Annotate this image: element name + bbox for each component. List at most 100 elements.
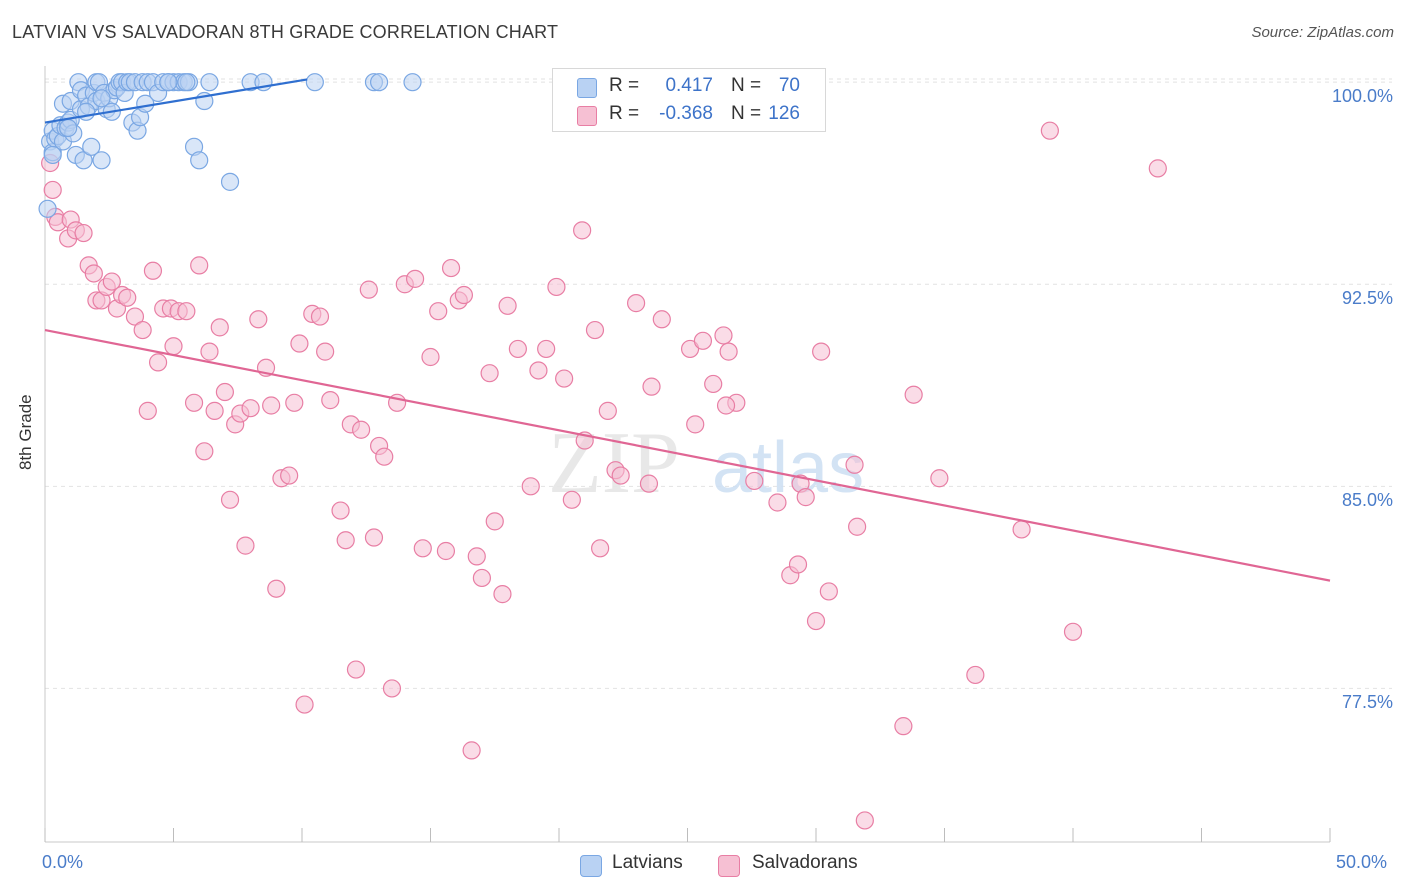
salvadoran-point (454, 285, 474, 305)
salvadoran-point (285, 393, 304, 412)
salvadoran-point (382, 679, 402, 698)
salvadoran-point (184, 393, 204, 412)
salvadoran-point (405, 269, 425, 288)
x-tick-label: 50.0% (1336, 852, 1388, 872)
salvadoran-point (966, 665, 985, 685)
salvadoran-point (429, 302, 448, 321)
salvadoran-point (210, 318, 229, 337)
salvadoran-point (716, 396, 736, 415)
salvadoran-point (133, 320, 152, 340)
legend-r-label: R = (609, 75, 640, 96)
chart-title: LATVIAN VS SALVADORAN 8TH GRADE CORRELAT… (12, 22, 559, 42)
y-axis-title: 8th Grade (16, 394, 35, 470)
salvadoran-point (855, 811, 874, 830)
salvadoran-point (521, 477, 540, 496)
latvian-point (200, 73, 219, 92)
salvadoran-point (421, 347, 440, 367)
legend-n-label: N = (731, 103, 762, 124)
salvadoran-point (316, 342, 335, 361)
legend-n-value: 70 (778, 75, 800, 96)
y-tick-label: 92.5% (1341, 288, 1393, 309)
salvadoran-point (436, 541, 456, 561)
salvadoran-point (812, 342, 831, 361)
watermark: ZIP atlas (548, 415, 864, 512)
bottom-legend-swatch-salvadorans (718, 855, 740, 877)
salvadoran-point (788, 555, 808, 574)
salvadoran-point (1012, 520, 1031, 539)
salvadoran-point (84, 264, 103, 283)
salvadoran-point (894, 717, 913, 736)
legend-r-label: R = (609, 103, 640, 124)
salvadoran-point (467, 547, 486, 566)
source-label: Source: ZipAtlas.com (1251, 24, 1394, 41)
salvadoran-point (485, 512, 504, 531)
latvians-points (38, 73, 422, 218)
salvadoran-point (508, 339, 527, 359)
salvadoran-point (611, 466, 630, 485)
salvadoran-point (177, 302, 196, 321)
salvadoran-point (138, 401, 157, 420)
legend-swatch-latvians (577, 78, 597, 98)
salvadoran-point (295, 695, 314, 714)
salvadoran-point (241, 399, 260, 418)
salvadoran-point (364, 528, 384, 547)
salvadoran-point (562, 490, 581, 509)
x-tick-label: 0.0% (42, 852, 84, 872)
salvadoran-point (125, 307, 145, 326)
legend-row-salvadorans: R = -0.368 N = 126 (553, 103, 825, 129)
salvadoran-point (537, 339, 556, 359)
latvian-point (43, 145, 62, 165)
latvian-point (177, 73, 196, 92)
latvian-point (59, 118, 78, 138)
salvadoran-point (693, 331, 713, 350)
latvian-point (74, 151, 93, 170)
salvadoran-point (352, 420, 371, 439)
salvadoran-point (413, 539, 432, 558)
salvadoran-point (1040, 121, 1059, 140)
legend-r-value: 0.417 (665, 75, 713, 96)
salvadoran-point (719, 342, 738, 361)
salvadoran-point (768, 493, 787, 512)
salvadoran-point (529, 361, 548, 380)
salvadoran-point (555, 369, 574, 388)
salvadoran-point (845, 455, 864, 474)
latvian-point (403, 73, 422, 92)
legend-n-value: 126 (768, 103, 800, 124)
latvian-point (38, 199, 57, 218)
salvadoran-point (74, 223, 93, 243)
latvian-point (305, 73, 324, 92)
salvadoran-point (262, 396, 281, 415)
salvadoran-point (652, 310, 671, 329)
y-tick-label: 85.0% (1341, 490, 1393, 511)
salvadoran-point (598, 401, 617, 420)
salvadoran-point (480, 364, 499, 383)
salvadoran-point (118, 288, 137, 307)
latvian-point (190, 151, 209, 170)
legend-swatch-salvadorans (577, 106, 597, 126)
salvadoran-point (806, 611, 826, 631)
salvadoran-point (441, 258, 461, 278)
salvadoran-point (331, 501, 350, 520)
trend-line-salvadorans (44, 328, 1331, 582)
legend-n-label: N = (731, 75, 762, 96)
salvadoran-point (280, 466, 299, 485)
salvadoran-point (547, 277, 566, 297)
salvadoran-point (848, 517, 867, 536)
salvadoran-point (639, 474, 659, 493)
salvadoran-point (164, 337, 183, 356)
latvian-point (370, 73, 389, 92)
salvadoran-point (573, 221, 592, 240)
salvadoran-point (796, 488, 815, 507)
salvadoran-point (102, 272, 121, 291)
salvadoran-point (585, 320, 605, 340)
salvadoran-point (680, 339, 700, 359)
y-tick-label: 100.0% (1331, 86, 1393, 107)
salvadoran-point (249, 310, 268, 329)
salvadoran-point (195, 442, 214, 461)
salvadoran-point (346, 660, 366, 679)
salvadoran-point (930, 469, 949, 488)
salvadoran-point (704, 374, 723, 394)
salvadoran-point (310, 307, 330, 326)
salvadoran-point (745, 471, 764, 491)
